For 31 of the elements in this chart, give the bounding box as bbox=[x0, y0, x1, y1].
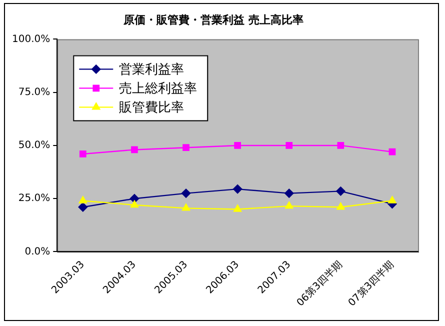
point bbox=[78, 196, 87, 204]
point bbox=[285, 201, 294, 209]
point bbox=[284, 188, 294, 198]
legend-label: 営業利益率 bbox=[119, 62, 184, 78]
point bbox=[181, 188, 191, 198]
point bbox=[182, 144, 190, 152]
point bbox=[336, 202, 345, 210]
point bbox=[336, 186, 346, 196]
legend-label: 販管費比率 bbox=[119, 100, 184, 116]
y-tick-label: 50.0% bbox=[18, 140, 50, 152]
y-tick-label: 0.0% bbox=[24, 246, 50, 258]
point bbox=[388, 148, 396, 156]
y-tick-label: 100.0% bbox=[12, 34, 50, 45]
point bbox=[130, 194, 140, 204]
y-tick-label: 75.0% bbox=[18, 86, 50, 98]
point bbox=[337, 142, 344, 149]
point bbox=[130, 200, 139, 208]
y-tick-label: 25.0% bbox=[18, 193, 50, 204]
point bbox=[131, 146, 138, 154]
point bbox=[234, 204, 242, 212]
point bbox=[79, 150, 86, 158]
legend-label: 売上総利益率 bbox=[119, 80, 198, 97]
point bbox=[182, 204, 190, 211]
chart-title: 原価・販管費・営業利益 売上高比率 bbox=[122, 13, 304, 26]
point bbox=[286, 142, 293, 149]
point bbox=[234, 142, 241, 149]
point bbox=[232, 184, 242, 194]
x-tick-label: 06第3四半期 bbox=[294, 258, 345, 309]
x-tick-label: 07第3四半期 bbox=[346, 258, 396, 309]
point bbox=[388, 196, 396, 204]
point bbox=[78, 202, 88, 212]
